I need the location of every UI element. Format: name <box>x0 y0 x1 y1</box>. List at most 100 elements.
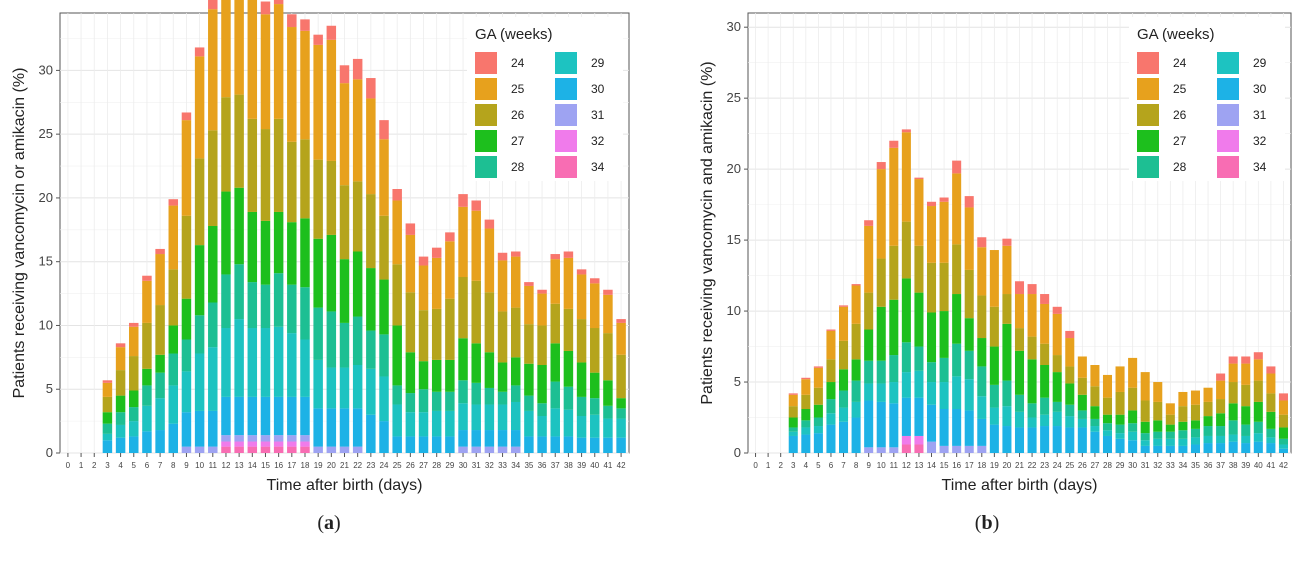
b-bar-ga26-day20 <box>1002 294 1012 324</box>
b-bar-ga30-day15 <box>939 409 949 446</box>
a-bar-ga29-day23 <box>366 368 376 415</box>
a-bar-ga24-day17 <box>287 14 297 28</box>
b-bar-ga27-day17 <box>964 318 974 351</box>
a-bar-ga27-day41 <box>603 380 613 406</box>
b-bar-ga29-day42 <box>1278 444 1288 449</box>
b-bar-ga26-day4 <box>801 394 811 409</box>
a-bar-ga29-day24 <box>379 376 389 422</box>
b-bar-ga26-day3 <box>788 406 798 418</box>
a-bar-ga24-day38 <box>563 251 574 258</box>
a-bar-ga30-day3 <box>102 440 113 453</box>
a-bar-ga25-day30 <box>458 206 468 277</box>
a-x-tick-label: 27 <box>419 461 428 470</box>
b-bar-ga26-day13 <box>914 245 924 293</box>
a-bar-ga25-day23 <box>366 98 376 195</box>
a-bar-ga28-day7 <box>155 372 165 399</box>
a-bar-ga25-day18 <box>300 30 310 140</box>
a-bar-ga27-day4 <box>115 395 126 413</box>
a-bar-ga27-day19 <box>313 238 323 308</box>
b-bar-ga24-day42 <box>1278 393 1288 401</box>
a-bar-ga24-day19 <box>313 34 323 45</box>
b-bar-ga26-day33 <box>1165 414 1175 425</box>
a-x-tick-label: 4 <box>118 461 123 470</box>
b-bar-ga28-day4 <box>801 420 811 428</box>
b-bar-ga24-day15 <box>939 197 949 202</box>
a-bar-ga25-day24 <box>379 139 389 216</box>
a-bar-ga31-day18 <box>300 435 310 442</box>
a-legend-swatch-26 <box>475 104 497 126</box>
b-x-tick-label: 41 <box>1266 461 1275 470</box>
b-bar-ga28-day23 <box>1040 397 1050 415</box>
b-bar-ga24-day7 <box>839 305 849 307</box>
chart-panel-a: 0 5 10 15 20 25 30 0 1 2 3 4 5 6 7 8 9 10 11 12 13 14 15 16 17 18… <box>11 0 630 534</box>
b-bar-ga29-day29 <box>1115 433 1125 439</box>
a-bar-ga26-day16 <box>273 118 284 212</box>
a-x-tick-label: 28 <box>432 461 441 470</box>
a-x-tick-label: 3 <box>105 461 110 470</box>
a-bar-ga31-day17 <box>287 435 297 442</box>
a-bar-ga25-day8 <box>168 205 179 270</box>
a-bar-ga34-day18 <box>300 446 310 453</box>
a-bar-ga26-day23 <box>366 194 376 269</box>
a-bar-ga30-day26 <box>405 436 416 453</box>
b-bar-ga31-day10 <box>876 447 886 453</box>
a-x-tick-label: 38 <box>564 461 573 470</box>
a-legend-swatch-34 <box>555 156 577 178</box>
a-bar-ga30-day17 <box>287 396 297 436</box>
a-bar-ga24-day39 <box>576 269 587 275</box>
a-bar-ga26-day9 <box>181 215 192 299</box>
a-bar-ga27-day26 <box>405 352 416 394</box>
b-y-tick-label: 30 <box>727 19 741 34</box>
a-bar-ga27-day37 <box>550 343 560 382</box>
a-bar-ga28-day27 <box>418 389 429 413</box>
b-bar-ga26-day17 <box>964 269 974 319</box>
a-x-tick-label: 29 <box>445 461 454 470</box>
b-bar-ga24-day5 <box>813 366 823 368</box>
a-legend-label-27: 27 <box>511 134 525 148</box>
a-bar-ga25-day35 <box>524 285 534 325</box>
a-legend-label-29: 29 <box>591 56 605 70</box>
a-bar-ga26-day12 <box>221 97 231 192</box>
a-bar-ga26-day40 <box>590 328 600 373</box>
a-y-tick-label: 20 <box>39 190 53 205</box>
a-bar-ga27-day16 <box>273 211 284 274</box>
a-bar-ga27-day15 <box>260 220 271 285</box>
a-bar-ga28-day13 <box>234 264 244 320</box>
b-bar-ga27-day42 <box>1278 427 1288 439</box>
b-bar-ga27-day34 <box>1178 421 1188 431</box>
a-legend-swatch-30 <box>555 78 577 100</box>
a-bar-ga28-day22 <box>352 316 363 365</box>
b-bar-ga25-day31 <box>1140 372 1150 401</box>
a-bar-ga29-day15 <box>260 328 271 397</box>
caption-b: (b) <box>974 512 1000 534</box>
a-bar-ga24-day20 <box>326 25 337 40</box>
b-y-tick-label: 0 <box>734 445 741 460</box>
b-bar-ga25-day22 <box>1027 294 1037 337</box>
b-bar-ga29-day22 <box>1027 417 1037 428</box>
a-bar-ga27-day24 <box>379 279 389 335</box>
a-bar-ga32-day15 <box>260 441 271 447</box>
b-bar-ga24-day4 <box>801 377 811 380</box>
b-x-axis-title: Time after birth (days) <box>942 477 1098 494</box>
a-bar-ga25-day39 <box>576 274 587 320</box>
b-bar-ga28-day41 <box>1266 428 1276 438</box>
a-bar-ga28-day41 <box>603 405 613 419</box>
b-x-tick-label: 21 <box>1015 461 1024 470</box>
b-bar-ga30-day10 <box>876 401 886 448</box>
b-bar-ga25-day15 <box>939 201 949 263</box>
a-legend-label-34: 34 <box>591 160 605 174</box>
a-bar-ga28-day37 <box>550 381 560 409</box>
a-x-tick-label: 13 <box>235 461 244 470</box>
a-legend-swatch-27 <box>475 130 497 152</box>
b-bar-ga25-day3 <box>788 394 798 407</box>
a-bar-ga30-day21 <box>339 408 350 447</box>
b-bar-ga26-day5 <box>813 387 823 405</box>
a-bar-ga32-day12 <box>221 441 231 447</box>
b-bar-ga28-day26 <box>1077 410 1087 419</box>
b-x-tick-label: 30 <box>1128 461 1137 470</box>
b-x-tick-label: 40 <box>1254 461 1263 470</box>
a-bar-ga27-day7 <box>155 354 165 373</box>
b-bar-ga31-day18 <box>977 445 987 453</box>
a-bar-ga29-day3 <box>102 433 113 441</box>
b-bar-ga30-day37 <box>1216 443 1226 453</box>
